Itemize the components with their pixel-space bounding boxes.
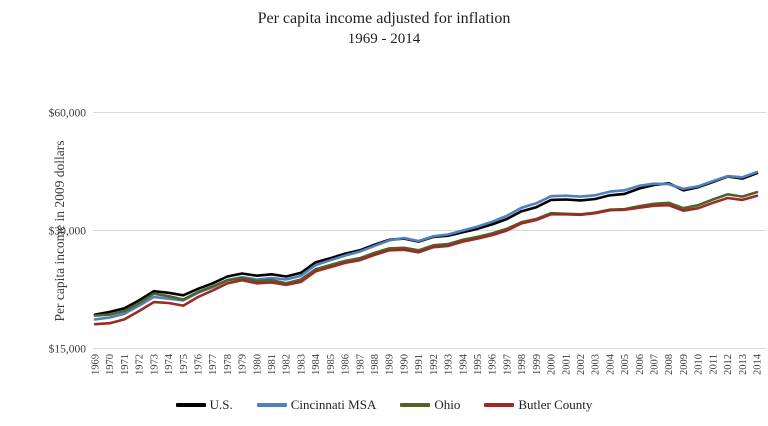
x-tick-label-2003: 2003 — [591, 354, 602, 375]
x-tick-label-1986: 1986 — [341, 354, 352, 375]
x-tick-label-1981: 1981 — [267, 354, 278, 375]
legend-swatch-cincinnati-msa — [256, 403, 287, 407]
x-tick-label-1992: 1992 — [429, 354, 440, 375]
x-tick-label-1994: 1994 — [458, 353, 469, 375]
legend-item-cincinnati-msa: Cincinnati MSA — [256, 397, 377, 412]
x-tick-label-1976: 1976 — [193, 354, 204, 375]
x-tick-label-1983: 1983 — [296, 354, 307, 375]
x-tick-label-2006: 2006 — [635, 354, 646, 375]
legend: U.S. Cincinnati MSA Ohio Butler County — [0, 398, 768, 412]
x-tick-label-2012: 2012 — [723, 354, 734, 375]
x-tick-label-1995: 1995 — [473, 354, 484, 375]
x-tick-label-1988: 1988 — [370, 354, 381, 375]
x-tick-label-1971: 1971 — [120, 354, 131, 375]
legend-label-u-s: U.S. — [209, 397, 233, 412]
x-tick-label-1979: 1979 — [238, 354, 249, 375]
series-line-ohio — [93, 190, 759, 317]
x-tick-label-2014: 2014 — [753, 353, 764, 375]
x-tick-label-2013: 2013 — [738, 354, 749, 375]
gridlines — [93, 112, 766, 349]
x-tick-label-1997: 1997 — [502, 354, 513, 375]
chart-title-line1: Per capita income adjusted for inflation — [257, 10, 511, 27]
x-tick-label-1998: 1998 — [517, 354, 528, 375]
legend-label-butler-county: Butler County — [518, 397, 593, 412]
x-axis-tick-labels: 1969 1970 1971 1972 1973 1974 1975 1976 1977 1978… — [91, 353, 764, 375]
series-line-cincinnati-msa — [93, 170, 759, 321]
legend-label-ohio: Ohio — [434, 397, 461, 412]
legend-label-cincinnati-msa: Cincinnati MSA — [290, 397, 377, 412]
legend-item-u-s: U.S. — [175, 397, 233, 412]
x-tick-label-2008: 2008 — [664, 354, 675, 375]
y-tick-label-15000: $15,000 — [49, 343, 87, 356]
x-tick-label-1993: 1993 — [444, 354, 455, 375]
x-tick-label-1985: 1985 — [326, 354, 337, 375]
x-tick-label-1980: 1980 — [252, 354, 263, 375]
x-tick-label-1996: 1996 — [488, 354, 499, 375]
x-tick-label-1984: 1984 — [311, 353, 322, 375]
x-tick-label-1991: 1991 — [414, 354, 425, 375]
chart-title: Per capita income adjusted for inflation… — [0, 9, 768, 49]
x-tick-label-1989: 1989 — [385, 354, 396, 375]
y-axis-tick-labels: $60,000 $30,000 $15,000 — [49, 107, 87, 356]
x-tick-label-1975: 1975 — [179, 354, 190, 375]
y-tick-label-30000: $30,000 — [49, 225, 87, 238]
legend-swatch-u-s — [175, 403, 206, 407]
series-lines — [93, 170, 759, 326]
y-axis-title: Per capita income in 2009 dollars — [52, 140, 67, 321]
y-tick-label-60000: $60,000 — [49, 107, 87, 120]
x-tick-label-2011: 2011 — [708, 354, 719, 375]
x-tick-label-2002: 2002 — [576, 354, 587, 375]
x-tick-label-2001: 2001 — [561, 354, 572, 375]
x-tick-label-1987: 1987 — [355, 354, 366, 375]
x-tick-label-1990: 1990 — [399, 354, 410, 375]
x-tick-label-2000: 2000 — [547, 354, 558, 375]
x-tick-label-1974: 1974 — [164, 353, 175, 375]
x-tick-label-1999: 1999 — [532, 354, 543, 375]
legend-swatch-ohio — [400, 403, 431, 407]
x-tick-label-1977: 1977 — [208, 354, 219, 375]
x-tick-label-1972: 1972 — [135, 354, 146, 375]
legend-item-ohio: Ohio — [400, 398, 460, 412]
chart-title-line2: 1969 - 2014 — [347, 31, 421, 47]
legend-swatch-butler-county — [484, 403, 515, 407]
x-tick-label-2005: 2005 — [620, 354, 631, 375]
x-tick-label-2004: 2004 — [605, 353, 616, 375]
x-tick-label-1973: 1973 — [149, 354, 160, 375]
series-line-butler-county — [93, 194, 759, 326]
legend-item-butler-county: Butler County — [484, 398, 592, 412]
x-tick-label-1970: 1970 — [105, 354, 116, 375]
x-tick-label-1982: 1982 — [282, 354, 293, 375]
x-tick-label-2010: 2010 — [694, 354, 705, 375]
x-tick-label-2009: 2009 — [679, 354, 690, 375]
x-tick-label-1978: 1978 — [223, 354, 234, 375]
x-tick-label-1969: 1969 — [91, 354, 102, 375]
x-tick-label-2007: 2007 — [650, 354, 661, 375]
